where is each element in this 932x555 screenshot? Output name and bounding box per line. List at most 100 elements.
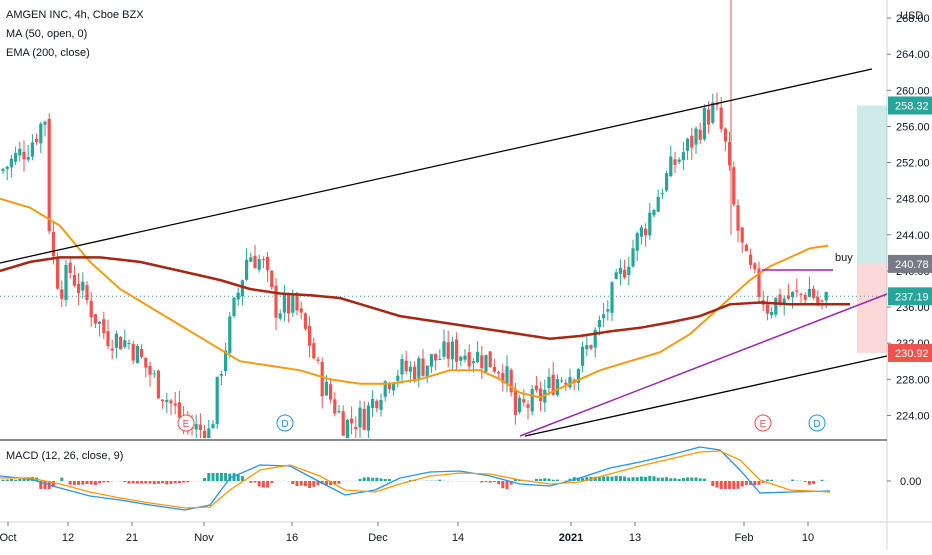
candle-body: [165, 399, 169, 403]
candle-body: [371, 398, 375, 409]
candle-body: [274, 285, 278, 318]
macd-histogram-bar: [606, 476, 610, 481]
candle-body: [723, 128, 727, 142]
candle-body: [22, 151, 26, 160]
candle-body: [77, 283, 81, 294]
macd-histogram-bar: [119, 481, 123, 482]
macd-histogram-bar: [539, 478, 543, 481]
macd-histogram-bar: [442, 480, 446, 481]
candle-body: [68, 262, 72, 274]
macd-histogram-bar: [560, 480, 564, 482]
macd-histogram-bar: [467, 481, 471, 482]
macd-histogram-bar: [488, 481, 492, 483]
candle-body: [711, 102, 715, 123]
candle-body: [749, 254, 753, 266]
price-tag: [888, 254, 932, 273]
macd-histogram-bar: [148, 481, 152, 484]
macd-histogram-bar: [354, 480, 358, 482]
time-tick-label: 10: [802, 532, 814, 544]
ma-line: [0, 197, 829, 399]
candle-body: [278, 313, 282, 319]
macd-histogram-bar: [434, 480, 438, 481]
candle-body: [224, 350, 228, 372]
candle-body: [148, 365, 152, 375]
macd-histogram-bar: [631, 477, 635, 481]
candle-body: [60, 289, 64, 299]
currency-label: USD: [900, 10, 923, 22]
candle-body: [26, 157, 30, 160]
macd-histogram-bar: [610, 476, 614, 481]
macd-tick-label: 0.00: [900, 476, 921, 488]
candle-body: [698, 129, 702, 140]
macd-histogram-bar: [597, 476, 601, 481]
macd-histogram-bar: [375, 477, 379, 481]
macd-histogram-bar: [614, 475, 618, 481]
candle-body: [123, 340, 127, 347]
time-tick-label: 14: [452, 532, 464, 544]
candle-body: [240, 280, 244, 297]
macd-histogram-bar: [803, 481, 807, 483]
ma-indicator-label[interactable]: MA (50, open, 0): [6, 28, 88, 40]
candle-body: [152, 373, 156, 375]
candle-body: [81, 281, 85, 291]
candle-body: [539, 388, 543, 402]
price-tick-label: 264.00: [896, 49, 930, 61]
macd-histogram-bar: [505, 481, 509, 489]
candle-body: [232, 297, 236, 316]
macd-histogram-bar: [644, 476, 648, 481]
macd-histogram-bar: [551, 479, 555, 481]
macd-histogram-bar: [581, 478, 585, 481]
candle-body: [660, 193, 664, 195]
candle-body: [786, 295, 790, 299]
macd-histogram-bar: [807, 481, 811, 485]
macd-histogram-bar: [698, 478, 702, 481]
macd-indicator-label[interactable]: MACD (12, 26, close, 9): [6, 450, 124, 462]
candle-body: [581, 346, 585, 366]
candle-body: [1, 169, 5, 172]
macd-histogram-bar: [429, 480, 433, 481]
macd-histogram-bar: [173, 481, 177, 484]
candle-body: [627, 266, 631, 276]
macd-histogram-bar: [782, 481, 786, 482]
candle-body: [387, 383, 391, 390]
ema-indicator-label[interactable]: EMA (200, close): [6, 47, 90, 59]
candle-body: [249, 257, 253, 262]
candle-body: [593, 329, 597, 348]
candle-body: [530, 389, 534, 412]
candle-body: [526, 404, 530, 408]
candle-body: [782, 298, 786, 303]
candle-body: [736, 205, 740, 231]
candle-body: [631, 248, 635, 267]
candle-body: [686, 138, 690, 151]
earnings-marker: [177, 414, 195, 432]
macd-histogram-bar: [98, 481, 102, 484]
candle-body: [106, 331, 110, 347]
macd-histogram-bar: [396, 480, 400, 482]
macd-histogram-bar: [198, 481, 202, 482]
candle-body: [140, 348, 144, 358]
candle-body: [677, 159, 681, 162]
macd-histogram-bar: [350, 480, 354, 482]
macd-histogram-bar: [627, 477, 631, 481]
candle-body: [476, 351, 480, 362]
price-tick-label: 224.00: [896, 410, 930, 422]
time-tick-label: Dec: [368, 532, 388, 544]
macd-histogram-bar: [127, 481, 131, 484]
macd-histogram-bar: [114, 481, 118, 482]
candle-body: [131, 344, 135, 361]
candle-body: [43, 121, 47, 125]
macd-histogram-bar: [299, 481, 303, 486]
candle-body: [816, 296, 820, 304]
candle-body: [102, 319, 106, 334]
candle-body: [5, 166, 9, 170]
symbol-title[interactable]: AMGEN INC, 4h, Cboe BZX: [6, 9, 144, 21]
candle-body: [282, 294, 286, 313]
price-tag: [888, 343, 932, 362]
candle-body: [266, 256, 270, 271]
macd-histogram-bar: [686, 477, 690, 481]
macd-histogram-bar: [22, 478, 26, 481]
macd-histogram-bar: [270, 481, 274, 484]
